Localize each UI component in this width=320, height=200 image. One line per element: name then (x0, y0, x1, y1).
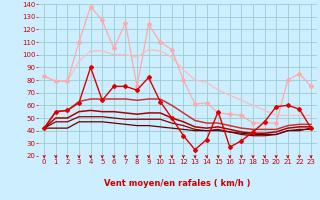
X-axis label: Vent moyen/en rafales ( km/h ): Vent moyen/en rafales ( km/h ) (104, 179, 251, 188)
